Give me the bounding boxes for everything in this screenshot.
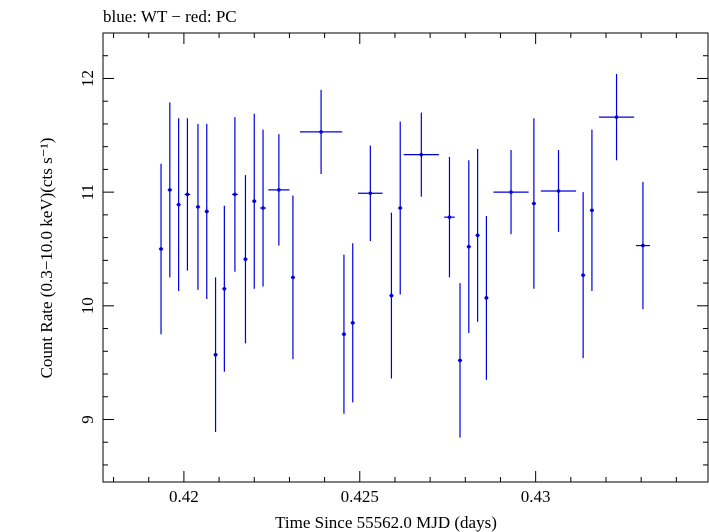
data-point: [475, 148, 480, 322]
y-tick-label: 11: [78, 184, 97, 200]
data-point: [158, 163, 164, 335]
data-point: [167, 102, 172, 278]
point-marker: [196, 205, 200, 209]
point-marker: [222, 286, 227, 291]
data-point: [204, 123, 209, 299]
point-marker: [590, 208, 594, 213]
point-marker: [342, 332, 346, 337]
point-marker: [398, 206, 403, 210]
point-marker: [556, 189, 561, 193]
data-point: [243, 175, 248, 344]
x-axis-label: Time Since 55562.0 MJD (days): [275, 513, 497, 532]
data-point: [290, 195, 296, 360]
point-marker: [291, 275, 295, 280]
data-point: [581, 192, 586, 359]
point-marker: [261, 206, 265, 210]
data-point: [176, 118, 181, 292]
point-marker: [159, 247, 163, 251]
data-point: [484, 216, 489, 380]
data-point: [598, 73, 635, 161]
point-marker: [176, 202, 181, 207]
point-marker: [419, 152, 424, 157]
data-point: [268, 134, 290, 246]
y-tick-label: 10: [78, 297, 97, 314]
chart-title: blue: WT − red: PC: [103, 7, 237, 26]
data-point: [589, 129, 595, 292]
point-marker: [243, 257, 248, 262]
point-marker: [641, 243, 645, 248]
data-point: [350, 243, 355, 403]
point-marker: [168, 188, 172, 192]
data-point: [213, 277, 218, 432]
data-point: [341, 254, 347, 414]
x-tick-label: 0.42: [169, 487, 199, 506]
point-marker: [614, 115, 619, 119]
point-marker: [447, 215, 452, 219]
data-point: [493, 150, 529, 235]
point-marker: [277, 188, 281, 192]
plot-frame: [102, 32, 709, 483]
point-marker: [204, 209, 209, 214]
data-point: [531, 118, 536, 289]
point-marker: [509, 190, 513, 194]
data-point: [398, 121, 403, 295]
point-marker: [458, 358, 462, 363]
data-point: [540, 150, 577, 232]
point-marker: [233, 192, 237, 197]
data-point: [389, 212, 394, 379]
point-marker: [185, 192, 190, 197]
data-point: [466, 160, 471, 334]
point-marker: [532, 201, 536, 206]
data-point: [252, 113, 257, 289]
point-marker: [389, 293, 394, 298]
data-points: [158, 73, 650, 438]
x-tick-label: 0.425: [341, 487, 379, 506]
data-point: [184, 118, 191, 271]
data-point: [403, 112, 439, 197]
data-point: [232, 117, 238, 272]
point-marker: [484, 296, 489, 300]
y-tick-label: 12: [78, 70, 97, 87]
data-point: [444, 156, 455, 278]
point-marker: [467, 244, 471, 249]
data-point: [222, 205, 227, 372]
data-point: [635, 181, 650, 310]
data-point: [260, 129, 266, 287]
point-marker: [319, 130, 323, 134]
axis-tick-labels: 0.42 0.425 0.43 9 10 11 12: [78, 70, 551, 506]
data-point: [299, 89, 343, 174]
data-point: [457, 283, 463, 438]
point-marker: [368, 191, 373, 196]
point-marker: [252, 199, 257, 204]
y-axis-label: Count Rate (0.3−10.0 keV)(cts s⁻¹): [37, 138, 56, 379]
point-marker: [213, 352, 218, 357]
data-point: [195, 123, 201, 290]
y-tick-label: 9: [78, 415, 97, 424]
x-tick-label: 0.43: [521, 487, 551, 506]
point-marker: [350, 321, 355, 325]
data-point: [358, 145, 383, 242]
point-marker: [475, 233, 480, 238]
axis-ticks: [103, 32, 708, 482]
point-marker: [581, 273, 585, 277]
